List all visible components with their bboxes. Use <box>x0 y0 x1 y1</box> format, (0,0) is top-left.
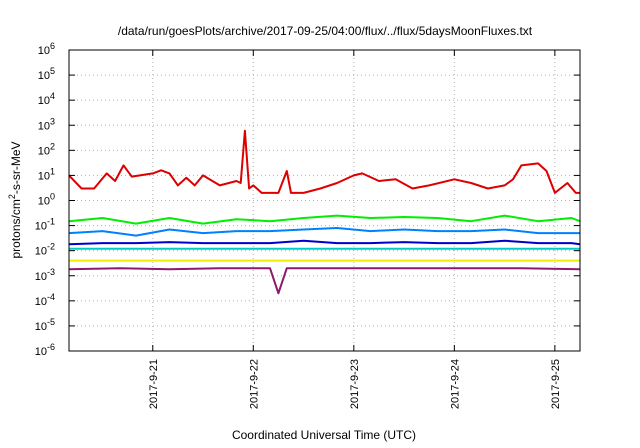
x-axis-label: Coordinated Universal Time (UTC) <box>232 428 416 442</box>
x-tick-label: 2017-9-25 <box>550 359 562 409</box>
y-tick-label: 102 <box>38 141 55 157</box>
y-tick-label: 104 <box>38 91 55 107</box>
y-axis: 10-6 10-5 10-4 10-3 10-2 10-1 100 101 102 103 104 1… <box>35 41 580 358</box>
y-tick-label: 10-4 <box>35 292 55 308</box>
y-tick-label: 10-1 <box>35 217 55 233</box>
grid <box>69 50 580 351</box>
x-tick-label: 2017-9-24 <box>449 359 461 409</box>
y-tick-label: 105 <box>38 66 55 82</box>
y-tick-label: 100 <box>38 192 55 208</box>
series-line-7 <box>68 267 581 295</box>
chart-title: /data/run/goesPlots/archive/2017-09-25/0… <box>118 24 533 38</box>
y-tick-label: 10-6 <box>35 342 55 358</box>
y-tick-label: 10-5 <box>35 317 55 333</box>
y-tick-label: 101 <box>38 166 55 182</box>
series-line-2 <box>68 214 581 225</box>
x-axis: 2017-9-21 2017-9-22 2017-9-23 2017-9-24 2017… <box>148 50 562 409</box>
y-tick-label: 10-3 <box>35 267 55 283</box>
x-tick-label: 2017-9-23 <box>349 359 361 409</box>
x-tick-label: 2017-9-22 <box>248 359 260 409</box>
y-axis-label: protons/cm2-s-sr-MeV <box>7 141 23 258</box>
x-tick-label: 2017-9-21 <box>148 359 160 409</box>
y-tick-label: 103 <box>38 116 55 132</box>
series-line-3 <box>68 227 580 237</box>
series-group <box>68 129 581 295</box>
series-line-1 <box>68 129 580 194</box>
y-tick-label: 106 <box>38 41 55 57</box>
series-line-4 <box>68 239 581 246</box>
y-tick-label: 10-2 <box>35 242 55 258</box>
